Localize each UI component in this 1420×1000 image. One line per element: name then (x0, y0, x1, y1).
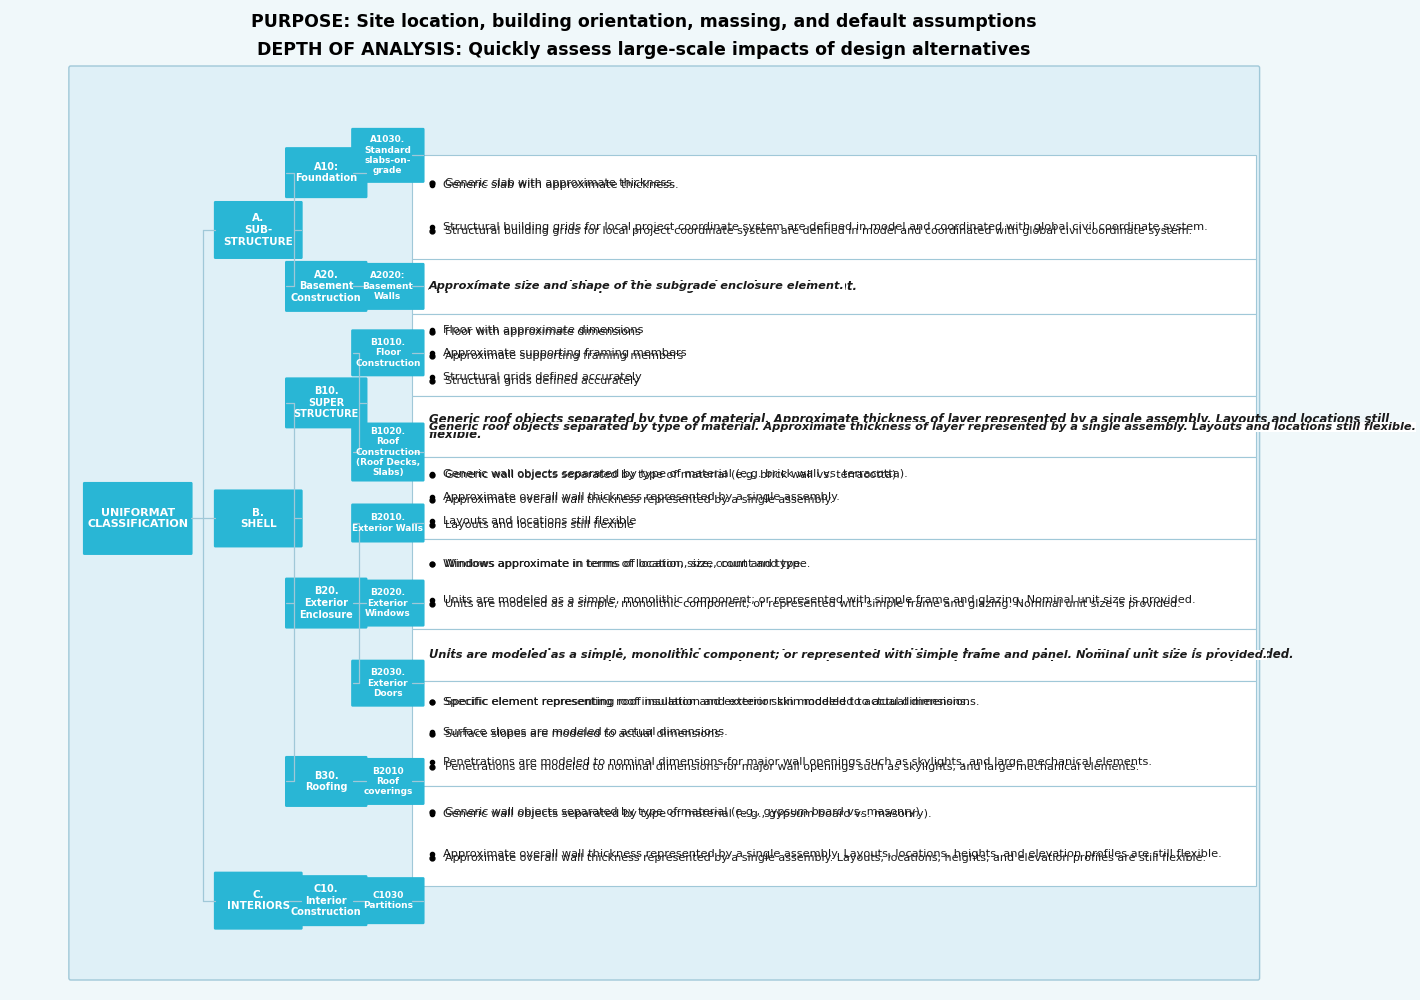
Text: Layouts and locations still flexible: Layouts and locations still flexible (444, 520, 633, 530)
Text: Surface slopes are modeled to actual dimensions.: Surface slopes are modeled to actual dim… (444, 729, 724, 739)
Text: B.
SHELL: B. SHELL (240, 508, 277, 529)
FancyBboxPatch shape (70, 66, 1260, 980)
Bar (412, 539, 1255, 629)
FancyBboxPatch shape (285, 756, 368, 807)
Text: B30.
Roofing: B30. Roofing (305, 771, 348, 792)
Text: Windows approximate in terms of location, size, count and type.: Windows approximate in terms of location… (443, 559, 811, 569)
Text: Units are modeled as a simple, monolithic component; or represented with simple : Units are modeled as a simple, monolithi… (444, 599, 1180, 609)
FancyBboxPatch shape (214, 489, 302, 547)
Text: B2010.
Exterior Walls: B2010. Exterior Walls (352, 513, 423, 533)
Bar (412, 629, 1255, 681)
Text: A1030.
Standard
slabs-on-
grade: A1030. Standard slabs-on- grade (365, 135, 412, 175)
Bar (412, 457, 1255, 539)
Text: Approximate supporting framing members: Approximate supporting framing members (444, 351, 683, 361)
Text: C1030
Partitions: C1030 Partitions (364, 891, 413, 910)
Text: Generic wall objects separated by type of material (e.g. brick wall vs. terracot: Generic wall objects separated by type o… (444, 470, 900, 480)
Text: Specific element representing roof insulation and exterior skin modeled to actua: Specific element representing roof insul… (443, 697, 980, 707)
Text: Approximate overall wall thickness represented by a single assembly.: Approximate overall wall thickness repre… (444, 495, 834, 505)
Text: C10.
Interior
Construction: C10. Interior Construction (291, 884, 362, 917)
FancyBboxPatch shape (351, 423, 425, 482)
FancyBboxPatch shape (285, 147, 368, 198)
Text: Generic wall objects separated by type of material (e.g., gypsum board vs. mason: Generic wall objects separated by type o… (443, 809, 932, 819)
Text: Units are modeled as a simple, monolithic component; or represented with simple : Units are modeled as a simple, monolithi… (443, 595, 1196, 605)
Text: A.
SUB-
STRUCTURE: A. SUB- STRUCTURE (223, 213, 293, 247)
Bar (412, 259, 1255, 314)
Text: Penetrations are modeled to nominal dimensions for major wall openings such as s: Penetrations are modeled to nominal dime… (443, 757, 1152, 767)
FancyBboxPatch shape (214, 872, 302, 930)
Text: A20.
Basement
Construction: A20. Basement Construction (291, 270, 362, 303)
Text: Generic roof objects separated by type of material. Approximate thickness of lay: Generic roof objects separated by type o… (429, 413, 1389, 441)
FancyBboxPatch shape (351, 580, 425, 627)
Text: Units are modeled as a simple, monolithic component; or represented with simple : Units are modeled as a simple, monolithi… (429, 650, 1267, 660)
Bar (412, 786, 1255, 886)
FancyBboxPatch shape (285, 578, 368, 629)
Text: PURPOSE: Site location, building orientation, massing, and default assumptions: PURPOSE: Site location, building orienta… (250, 13, 1037, 31)
FancyBboxPatch shape (285, 875, 368, 926)
FancyBboxPatch shape (351, 263, 425, 310)
Text: Approximate overall wall thickness represented by a single assembly.: Approximate overall wall thickness repre… (443, 492, 841, 502)
Text: UNIFORMAT
CLASSIFICATION: UNIFORMAT CLASSIFICATION (87, 508, 189, 529)
Text: A10:
Foundation: A10: Foundation (295, 162, 358, 183)
FancyBboxPatch shape (351, 329, 425, 376)
Text: Generic slab with approximate thickness.: Generic slab with approximate thickness. (443, 180, 679, 190)
Text: B1020.
Roof
Construction
(Roof Decks,
Slabs): B1020. Roof Construction (Roof Decks, Sl… (355, 427, 420, 477)
Text: B2010
Roof
coverings: B2010 Roof coverings (364, 767, 413, 796)
Bar (412, 396, 1255, 457)
Bar (412, 314, 1255, 396)
FancyBboxPatch shape (285, 261, 368, 312)
Text: Floor with approximate dimensions: Floor with approximate dimensions (443, 325, 643, 335)
Text: DEPTH OF ANALYSIS: Quickly assess large-scale impacts of design alternatives: DEPTH OF ANALYSIS: Quickly assess large-… (257, 41, 1030, 59)
FancyBboxPatch shape (351, 660, 425, 707)
Text: Penetrations are modeled to nominal dimensions for major wall openings such as s: Penetrations are modeled to nominal dime… (444, 762, 1139, 772)
FancyBboxPatch shape (351, 504, 425, 542)
Text: C.
INTERIORS: C. INTERIORS (227, 890, 290, 911)
Text: B20.
Exterior
Enclosure: B20. Exterior Enclosure (300, 586, 354, 620)
Text: Floor with approximate dimensions: Floor with approximate dimensions (444, 327, 640, 337)
FancyBboxPatch shape (214, 201, 302, 259)
Text: Approximate size and shape of the subgrade enclosure element.: Approximate size and shape of the subgra… (429, 281, 845, 291)
Text: Approximate supporting framing members: Approximate supporting framing members (443, 348, 687, 358)
Text: Generic slab with approximate thickness.: Generic slab with approximate thickness. (444, 178, 676, 188)
Text: B10.
SUPER
STRUCTURE: B10. SUPER STRUCTURE (294, 386, 359, 419)
Text: Structural building grids for local project coordinate system are defined in mod: Structural building grids for local proj… (443, 222, 1208, 232)
Text: B2030.
Exterior
Doors: B2030. Exterior Doors (368, 668, 408, 698)
Text: Approximate size and shape of the subgrade enclosure element.: Approximate size and shape of the subgra… (429, 280, 858, 293)
Text: Structural grids defined accurately: Structural grids defined accurately (444, 376, 639, 386)
Text: Structural building grids for local project coordinate system are defined in mod: Structural building grids for local proj… (444, 226, 1193, 236)
Text: Surface slopes are modeled to actual dimensions.: Surface slopes are modeled to actual dim… (443, 727, 728, 737)
Text: Generic wall objects separated by type of material (e.g. brick wall vs. terracot: Generic wall objects separated by type o… (443, 469, 907, 479)
Text: Approximate overall wall thickness represented by a single assembly. Layouts, lo: Approximate overall wall thickness repre… (444, 853, 1206, 863)
Text: Layouts and locations still flexible: Layouts and locations still flexible (443, 516, 636, 526)
Text: B1010.
Floor
Construction: B1010. Floor Construction (355, 338, 420, 368)
Text: Windows approximate in terms of location, size, count and type.: Windows approximate in terms of location… (444, 559, 804, 569)
Text: A2020:
Basement
Walls: A2020: Basement Walls (362, 271, 413, 301)
Text: Generic roof objects separated by type of material. Approximate thickness of lay: Generic roof objects separated by type o… (429, 422, 1416, 432)
FancyBboxPatch shape (82, 482, 193, 555)
Text: Approximate overall wall thickness represented by a single assembly. Layouts, lo: Approximate overall wall thickness repre… (443, 849, 1221, 859)
Text: Specific element representing roof insulation and exterior skin modeled to actua: Specific element representing roof insul… (444, 697, 970, 707)
Bar (412, 681, 1255, 786)
Text: Structural grids defined accurately: Structural grids defined accurately (443, 372, 642, 382)
FancyBboxPatch shape (285, 377, 368, 428)
FancyBboxPatch shape (351, 128, 425, 183)
FancyBboxPatch shape (351, 758, 425, 805)
Text: Generic wall objects separated by type of material (e.g., gypsum board vs. mason: Generic wall objects separated by type o… (444, 807, 923, 817)
Bar (412, 155, 1255, 260)
Text: Units are modeled as a simple, monolithic component; or represented with simple : Units are modeled as a simple, monolithi… (429, 648, 1294, 661)
Text: B2020.
Exterior
Windows: B2020. Exterior Windows (365, 588, 410, 618)
FancyBboxPatch shape (351, 877, 425, 924)
